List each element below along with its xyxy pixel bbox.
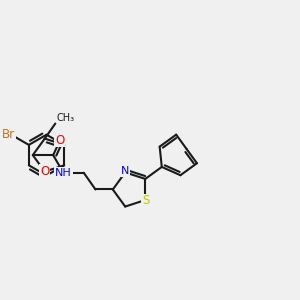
Text: Br: Br [2,128,15,141]
Text: O: O [55,134,64,147]
Text: N: N [121,166,129,176]
Text: O: O [40,165,50,178]
Text: CH₃: CH₃ [56,113,75,123]
Text: S: S [142,194,150,207]
Text: NH: NH [55,168,72,178]
